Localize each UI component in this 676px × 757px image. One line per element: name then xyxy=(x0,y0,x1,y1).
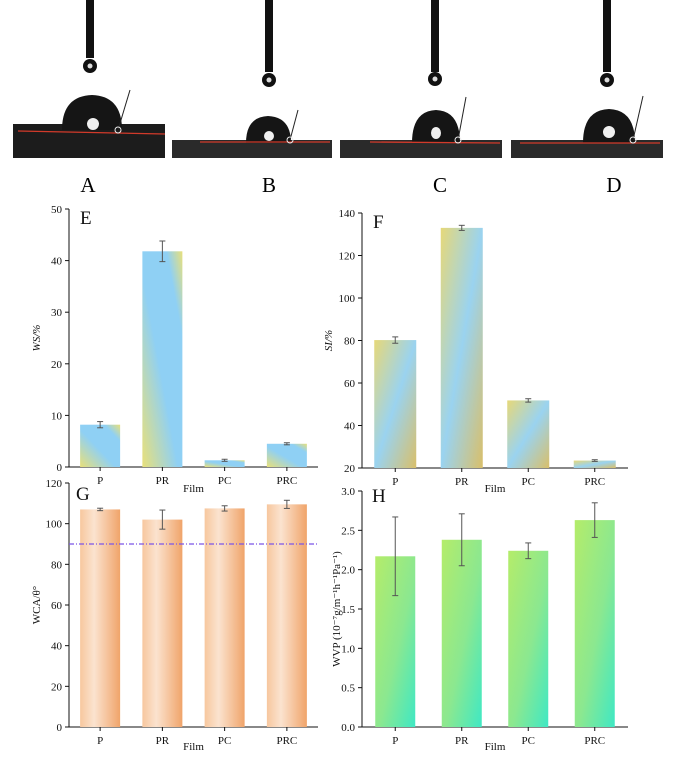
y-tick-label: 60 xyxy=(344,378,356,390)
bar-prc xyxy=(573,460,616,468)
x-axis-title: Film xyxy=(485,483,506,495)
contact-angle-photo-b xyxy=(172,0,332,158)
y-tick-label: 100 xyxy=(339,293,356,305)
chart-f: 20 40 60 80 100 120 140 P PR PC PRC F Film SI/% xyxy=(323,208,628,495)
y-tick-label: 20 xyxy=(344,463,356,475)
panel-letter: G xyxy=(76,484,90,505)
x-tick-label: PC xyxy=(522,476,535,488)
y-tick-label: 120 xyxy=(339,251,356,263)
chart-g: 0 20 40 60 80 100 120 P PR PC PRC G Film WCA/θ° xyxy=(31,478,318,753)
y-tick-label: 2.5 xyxy=(341,525,355,537)
bar-pr xyxy=(142,251,183,467)
contact-angle-photo-c xyxy=(340,0,502,158)
bar-prc xyxy=(266,443,307,467)
photo-label-d: D xyxy=(606,173,621,197)
y-axis-title: SI/% xyxy=(323,330,335,351)
y-tick-label: 0.5 xyxy=(341,683,355,695)
bar-pc xyxy=(204,508,245,727)
y-tick-label: 40 xyxy=(51,256,63,268)
x-tick-label: PR xyxy=(455,735,469,747)
y-axis-title: WCA/θ° xyxy=(31,586,43,624)
bar-pr xyxy=(440,227,483,468)
y-tick-label: 20 xyxy=(51,681,63,693)
x-tick-label: PC xyxy=(218,475,231,487)
x-axis-title: Film xyxy=(183,483,204,495)
y-tick-label: 0.0 xyxy=(341,722,355,734)
y-tick-label: 40 xyxy=(51,641,63,653)
x-tick-label: P xyxy=(97,475,103,487)
x-tick-label: PC xyxy=(522,735,535,747)
x-tick-label: PRC xyxy=(584,476,605,488)
chart-e: 0 10 20 30 40 50 P PR PC PRC E Film WS/% xyxy=(31,204,318,495)
y-tick-label: 40 xyxy=(344,421,356,433)
photo-label-a: A xyxy=(80,173,96,197)
y-tick-label: 100 xyxy=(46,519,63,531)
y-tick-label: 1.5 xyxy=(341,604,355,616)
bar-prc xyxy=(266,504,307,727)
x-tick-label: PRC xyxy=(276,475,297,487)
y-tick-label: 2.0 xyxy=(341,565,355,577)
y-tick-label: 80 xyxy=(51,559,63,571)
y-tick-label: 1.0 xyxy=(341,643,355,655)
contact-angle-photo-d xyxy=(511,0,663,158)
y-tick-label: 3.0 xyxy=(341,486,355,498)
bar-p xyxy=(80,509,121,727)
bar-p xyxy=(80,424,121,467)
y-tick-label: 0 xyxy=(57,722,63,734)
bar-pr xyxy=(441,539,482,727)
bar-pc xyxy=(507,400,550,468)
bar-prc xyxy=(574,520,615,727)
y-axis-title: WS/% xyxy=(31,325,43,352)
y-tick-label: 0 xyxy=(57,462,63,474)
x-tick-label: PR xyxy=(156,735,170,747)
bar-pc xyxy=(508,550,549,727)
y-tick-label: 50 xyxy=(51,204,63,216)
bar-pc xyxy=(204,460,245,467)
panel-letter: H xyxy=(372,486,386,507)
x-tick-label: PR xyxy=(156,475,170,487)
x-axis-title: Film xyxy=(485,741,506,753)
x-tick-label: PC xyxy=(218,735,231,747)
y-tick-label: 10 xyxy=(51,410,63,422)
y-tick-label: 120 xyxy=(46,478,63,490)
y-tick-label: 20 xyxy=(51,359,63,371)
y-tick-label: 60 xyxy=(51,600,63,612)
x-tick-label: P xyxy=(392,735,398,747)
bar-pr xyxy=(142,519,183,727)
x-tick-label: PRC xyxy=(276,735,297,747)
y-tick-label: 80 xyxy=(344,336,356,348)
x-axis-title: Film xyxy=(183,741,204,753)
panel-letter: E xyxy=(80,208,92,229)
x-tick-label: PR xyxy=(455,476,469,488)
chart-h: 0.0 0.5 1.0 1.5 2.0 2.5 3.0 P PR PC PRC H Film WVP (1… xyxy=(331,486,628,753)
x-tick-label: P xyxy=(97,735,103,747)
panel-letter: F xyxy=(373,212,384,233)
x-tick-label: P xyxy=(392,476,398,488)
photo-label-b: B xyxy=(262,173,276,197)
x-tick-label: PRC xyxy=(584,735,605,747)
y-axis-title: WVP (10⁻⁷g/m⁻¹h⁻¹Pa⁻¹) xyxy=(331,551,343,667)
y-tick-label: 30 xyxy=(51,307,63,319)
bar-p xyxy=(374,340,417,468)
photo-label-c: C xyxy=(433,173,447,197)
y-tick-label: 140 xyxy=(339,208,356,220)
contact-angle-photo-a xyxy=(13,0,166,158)
